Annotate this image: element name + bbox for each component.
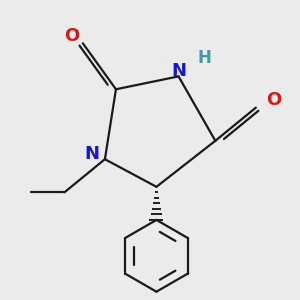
Text: H: H [197, 49, 211, 67]
Text: N: N [85, 145, 100, 163]
Text: O: O [64, 27, 80, 45]
Text: O: O [267, 91, 282, 109]
Text: N: N [171, 62, 186, 80]
